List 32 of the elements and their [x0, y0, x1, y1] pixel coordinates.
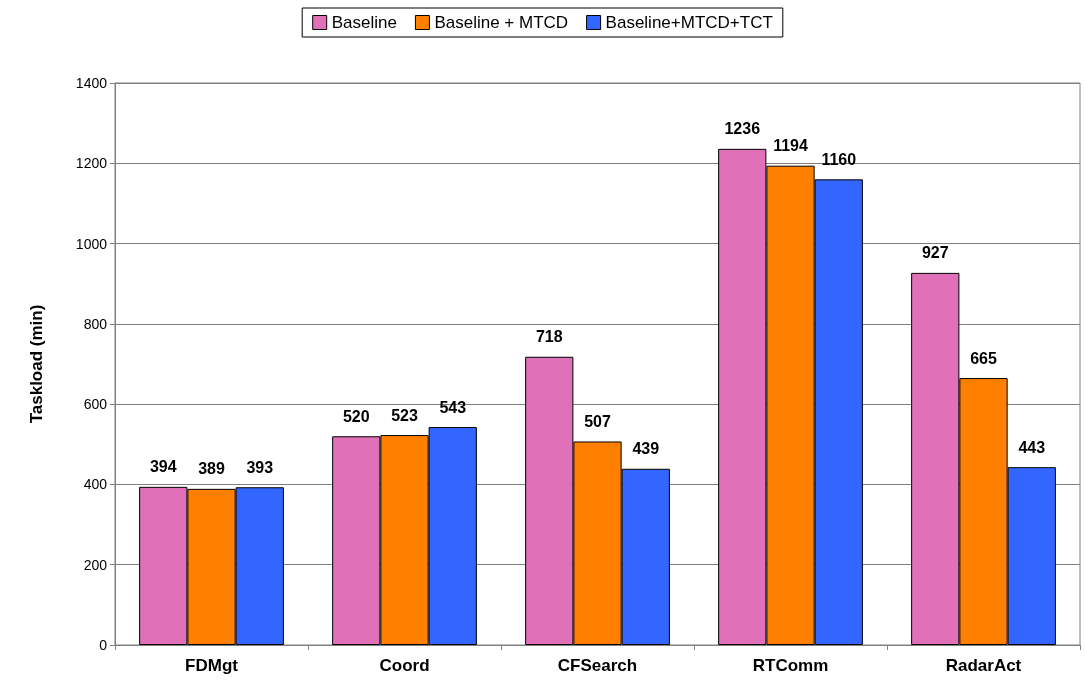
- y-tick-label: 200: [83, 556, 108, 573]
- x-tick-label: FDMgt: [185, 656, 239, 675]
- data-label: 523: [391, 406, 418, 424]
- y-tick-label: 1200: [75, 155, 108, 172]
- data-label: 393: [246, 458, 274, 476]
- x-tick-label: RTComm: [752, 656, 829, 675]
- data-label: 1194: [773, 137, 808, 155]
- y-tick-label: 0: [99, 637, 108, 653]
- data-label: 1236: [724, 120, 761, 138]
- data-label: 394: [149, 458, 177, 476]
- data-label: 927: [921, 244, 949, 262]
- data-label: 718: [535, 328, 563, 346]
- y-tick-label: 800: [83, 315, 108, 332]
- x-tick-label: CFSearch: [557, 656, 638, 675]
- data-label: 1160: [821, 150, 857, 168]
- y-tick-label: 600: [83, 396, 108, 413]
- y-tick-label: 400: [83, 476, 108, 493]
- legend-label: Baseline+MTCD+TCT: [605, 13, 773, 32]
- data-label: 389: [198, 460, 225, 478]
- x-tick-label: RadarAct: [945, 656, 1022, 675]
- x-tick-label: Coord: [379, 656, 430, 675]
- y-tick-label: 1400: [75, 75, 108, 91]
- legend-label: Baseline + MTCD: [434, 13, 569, 32]
- data-label: 507: [584, 412, 611, 430]
- y-axis-title: Taskload (min): [27, 304, 46, 424]
- data-label: 443: [1018, 438, 1046, 456]
- y-tick-label: 1000: [75, 235, 108, 252]
- legend-label: Baseline: [331, 13, 397, 32]
- data-label: 665: [970, 349, 997, 367]
- data-label: 543: [439, 398, 467, 416]
- data-label: 439: [632, 440, 660, 458]
- data-label: 520: [342, 407, 370, 425]
